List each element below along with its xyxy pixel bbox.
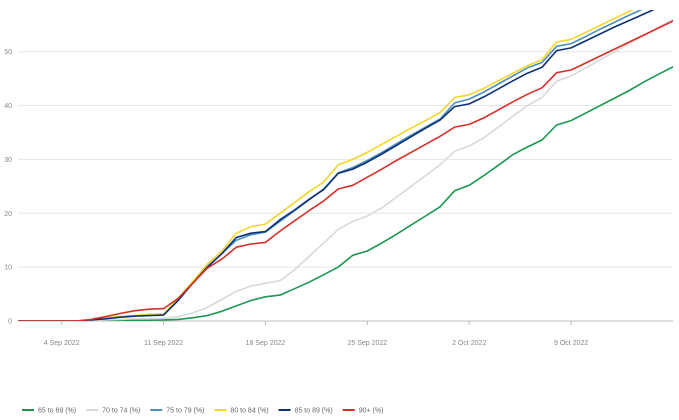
x-tick-label: 18 Sep 2022 (246, 340, 286, 347)
y-tick-label: 30 (4, 157, 12, 164)
legend-item[interactable]: 75 to 79 (%) (150, 408, 204, 415)
legend-item[interactable]: 85 to 89 (%) (278, 408, 333, 415)
y-axis-ticks: 0 10 20 30 40 50 (4, 49, 12, 325)
x-tick-label: 4 Sep 2022 (44, 340, 80, 347)
gridlines (18, 51, 673, 322)
series-line-2 (18, 18, 673, 321)
legend-item[interactable]: 80 to 84 (%) (214, 408, 269, 415)
y-tick-label: 40 (4, 103, 12, 110)
legend-item[interactable]: 90+ (%) (342, 408, 384, 415)
y-tick-label: 50 (4, 49, 12, 56)
legend-label: 80 to 84 (%) (230, 408, 268, 415)
legend-label: 75 to 79 (%) (166, 408, 204, 415)
x-axis-ticks: 4 Sep 2022 11 Sep 2022 18 Sep 2022 25 Sep 2… (44, 321, 588, 347)
series-line-1 (18, 66, 673, 321)
legend[interactable]: 65 to 69 (%) 70 to 74 (%) 75 to 79 (%) 80 t… (22, 408, 383, 415)
legend-label: 70 to 74 (%) (102, 408, 140, 415)
x-tick-label: 9 Oct 2022 (554, 340, 588, 347)
series-line-3 (18, 10, 643, 321)
legend-item[interactable]: 65 to 69 (%) (22, 408, 76, 415)
legend-label: 90+ (%) (359, 408, 384, 415)
y-tick-label: 0 (8, 319, 12, 326)
x-tick-label: 2 Oct 2022 (452, 340, 486, 347)
series-line-6 (18, 20, 673, 321)
x-tick-label: 11 Sep 2022 (144, 340, 183, 347)
series-line-4 (18, 10, 634, 321)
series-lines (18, 10, 673, 321)
y-tick-label: 20 (4, 211, 12, 218)
legend-item[interactable]: 70 to 74 (%) (86, 408, 140, 415)
y-tick-label: 10 (4, 265, 12, 272)
x-tick-label: 25 Sep 2022 (347, 340, 387, 347)
legend-label: 85 to 89 (%) (295, 408, 333, 415)
legend-label: 65 to 69 (%) (38, 408, 76, 415)
series-line-5 (18, 10, 655, 321)
